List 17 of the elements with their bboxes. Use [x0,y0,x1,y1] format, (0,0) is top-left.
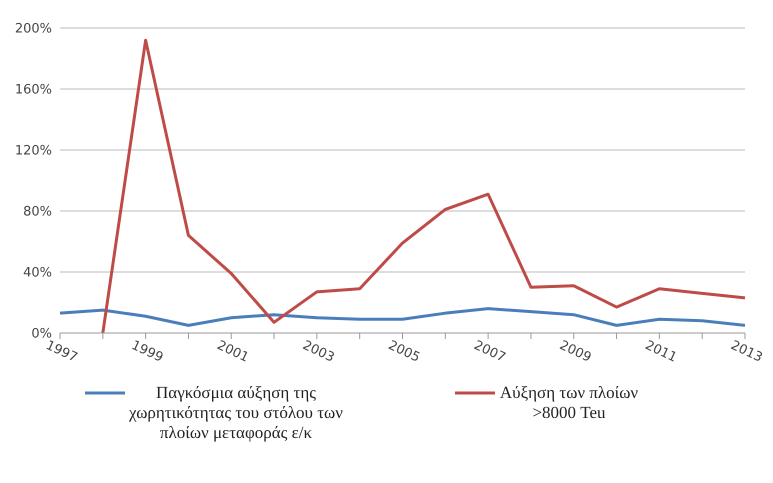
y-tick-label: 120% [14,144,52,159]
x-tick-label: 2007 [471,338,508,366]
y-tick-label: 160% [14,82,52,98]
y-tick-label: 40% [23,266,52,281]
x-tick-label: 1999 [128,338,166,366]
y-tick-label: 80% [23,204,52,220]
y-tick-label: 200% [14,22,52,37]
x-tick-label: 2001 [214,338,251,366]
x-tick-label: 2005 [386,338,422,366]
x-tick-label: 2003 [300,338,337,366]
legend-label: Αύξηση των πλοίων >8000 Teu [499,383,639,423]
line-series [58,307,746,327]
x-tick-label: 2009 [557,338,594,366]
line-series [101,38,746,333]
legend-label: Παγκόσμια αύξηση της χωρητικότητας του στόλου των πλοίων μεταφοράς ε/κ [129,383,343,443]
x-tick-label: 2011 [642,338,680,366]
x-tick-label: 2013 [728,338,765,366]
